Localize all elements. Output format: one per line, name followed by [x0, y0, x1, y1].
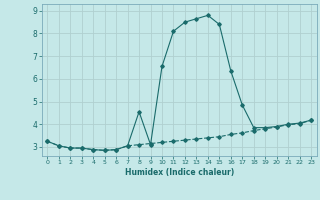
- X-axis label: Humidex (Indice chaleur): Humidex (Indice chaleur): [124, 168, 234, 177]
